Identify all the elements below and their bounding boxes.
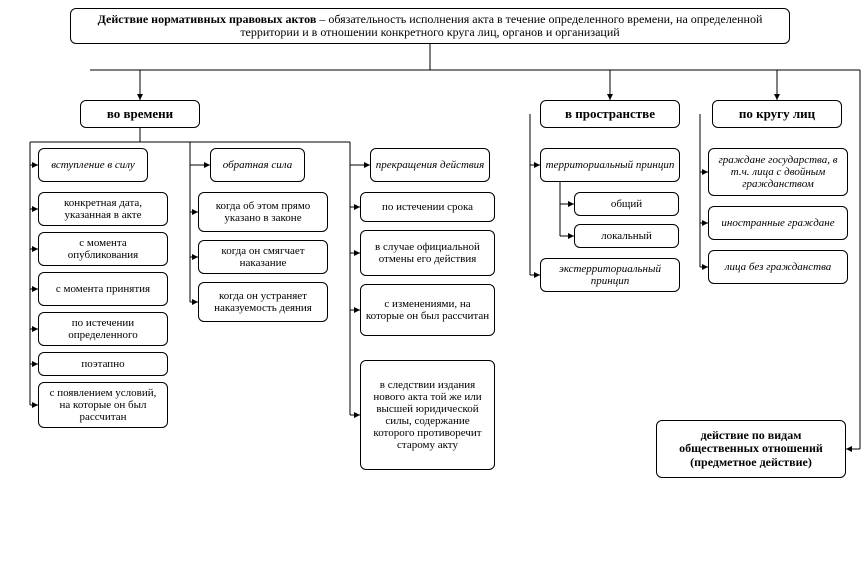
sub-retro: обратная сила	[210, 148, 305, 182]
entry-item: конкретная дата, указанная в акте	[38, 192, 168, 226]
root-title-bold: Действие нормативных правовых актов	[98, 12, 317, 26]
circle-item: лица без гражданства	[708, 250, 848, 284]
circle-item: иностранные граждане	[708, 206, 848, 240]
retro-item: когда об этом прямо указано в законе	[198, 192, 328, 232]
term-item: по истечении срока	[360, 192, 495, 222]
retro-item: когда он устраняет наказуемость деяния	[198, 282, 328, 322]
diagram-canvas: Действие нормативных правовых актов – об…	[0, 0, 865, 571]
branch-time: во времени	[80, 100, 200, 128]
term-item: с изменениями, на которые он был рассчит…	[360, 284, 495, 336]
entry-item: по истечении определенного	[38, 312, 168, 346]
root-node: Действие нормативных правовых актов – об…	[70, 8, 790, 44]
space-local: локальный	[574, 224, 679, 248]
retro-item: когда он смягчает наказание	[198, 240, 328, 274]
term-item: в случае официальной отмены его действия	[360, 230, 495, 276]
branch-space: в пространстве	[540, 100, 680, 128]
entry-item: с момента принятия	[38, 272, 168, 306]
root-title-rest: – обязательность исполнения акта в течен…	[240, 12, 762, 39]
space-territorial: территориальный принцип	[540, 148, 680, 182]
branch-circle: по кругу лиц	[712, 100, 842, 128]
sub-entry: вступление в силу	[38, 148, 148, 182]
entry-item: с появлением условий, на которые он был …	[38, 382, 168, 428]
space-extraterritorial: экстерриториальный принцип	[540, 258, 680, 292]
entry-item: поэтапно	[38, 352, 168, 376]
sub-term: прекращения действия	[370, 148, 490, 182]
space-common: общий	[574, 192, 679, 216]
branch-subject-matter: действие по видам общественных отношений…	[656, 420, 846, 478]
term-item: в следствии издания нового акта той же и…	[360, 360, 495, 470]
circle-item: граждане государства, в т.ч. лица с двой…	[708, 148, 848, 196]
entry-item: с момента опубликования	[38, 232, 168, 266]
